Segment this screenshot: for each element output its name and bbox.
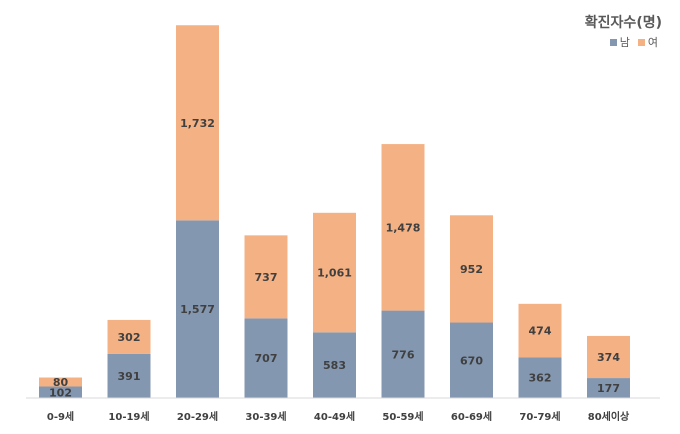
data-label-male-5: 776	[392, 348, 415, 361]
bar-male-8	[587, 378, 630, 398]
bar-female-5	[381, 144, 425, 311]
data-label-male-2: 1,577	[180, 303, 215, 316]
bar-male-1	[107, 353, 151, 398]
legend: 남 여	[609, 34, 658, 50]
data-label-female-7: 474	[529, 325, 552, 338]
x-tick-label-6: 60-69세	[451, 410, 492, 423]
bar-female-4	[313, 212, 356, 333]
x-tick-label-7: 70-79세	[519, 410, 560, 423]
data-label-female-5: 1,478	[386, 221, 421, 234]
data-label-female-3: 737	[255, 271, 278, 284]
bar-male-0	[39, 386, 82, 398]
data-label-male-7: 362	[529, 372, 552, 385]
data-label-female-2: 1,732	[180, 117, 215, 130]
bar-female-0	[39, 377, 82, 387]
legend-label-male: 남	[619, 36, 630, 49]
data-label-male-1: 391	[118, 370, 141, 383]
legend-item-female: 여	[637, 34, 658, 50]
data-label-male-3: 707	[255, 352, 278, 365]
data-label-female-1: 302	[118, 331, 141, 344]
data-label-female-8: 374	[597, 351, 620, 364]
bar-female-3	[244, 235, 288, 319]
x-tick-label-1: 10-19세	[108, 410, 149, 423]
x-tick-label-3: 30-39세	[245, 410, 286, 423]
data-label-male-6: 670	[460, 354, 483, 367]
x-tick-label-2: 20-29세	[177, 410, 218, 423]
x-tick-label-5: 50-59세	[382, 410, 423, 423]
data-label-female-4: 1,061	[317, 267, 352, 280]
x-tick-labels: 0-9세 10-19세 20-29세 30-39세 40-49세 50-59세 60-69세…	[47, 410, 630, 423]
x-tick-label-0: 0-9세	[47, 410, 74, 423]
legend-item-male: 남	[609, 34, 630, 50]
bar-male-6	[450, 322, 493, 398]
bar-female-8	[587, 335, 630, 379]
data-label-female-0: 80	[53, 376, 69, 389]
bar-male-4	[313, 332, 356, 398]
x-tick-label-8: 80세이상	[588, 410, 630, 423]
legend-swatch-male	[609, 38, 617, 46]
x-tick-label-4: 40-49세	[314, 410, 355, 423]
bar-female-2	[176, 25, 219, 221]
bar-male-5	[381, 310, 425, 398]
bar-female-7	[518, 303, 562, 358]
bar-male-7	[518, 357, 562, 398]
data-label-male-0: 102	[49, 386, 72, 399]
data-label-male-4: 583	[323, 359, 346, 372]
bar-male-3	[244, 318, 288, 398]
chart-title: 확진자수(명)	[584, 15, 662, 31]
bar-male-2	[176, 220, 219, 398]
bar-female-1	[107, 319, 151, 354]
legend-label-female: 여	[647, 36, 658, 49]
legend-swatch-female	[637, 38, 645, 46]
data-label-female-6: 952	[460, 263, 483, 276]
data-label-male-8: 177	[597, 382, 620, 395]
bar-female-6	[450, 215, 493, 323]
